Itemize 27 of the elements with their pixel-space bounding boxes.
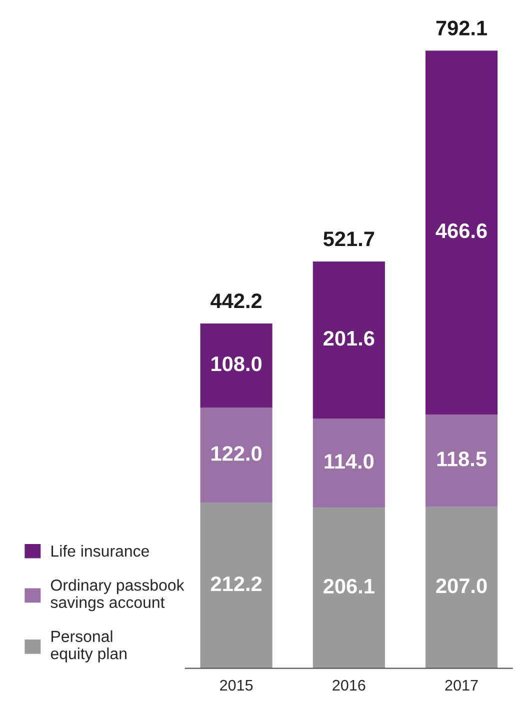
total-label: 792.1 bbox=[436, 20, 488, 36]
x-tick-label: 2017 bbox=[445, 680, 478, 691]
legend-label: Personal equity plan bbox=[50, 630, 126, 662]
bar bbox=[312, 261, 385, 419]
bar bbox=[200, 408, 272, 503]
bar bbox=[312, 418, 385, 508]
data-label: 108.0 bbox=[212, 356, 262, 372]
x-tick-label: 2015 bbox=[220, 680, 253, 691]
legend-label: Life insurance bbox=[52, 545, 149, 557]
data-label: 114.0 bbox=[324, 454, 374, 469]
data-label: 207.0 bbox=[436, 578, 487, 594]
bar bbox=[425, 414, 498, 507]
bar bbox=[312, 508, 385, 668]
total-label: 442.2 bbox=[210, 294, 262, 308]
data-label: 118.5 bbox=[437, 452, 486, 466]
data-label: 201.6 bbox=[324, 330, 374, 346]
bar bbox=[425, 506, 498, 668]
bar bbox=[200, 323, 272, 408]
legend-label: Ordinary passbook savings account bbox=[50, 579, 184, 612]
bar bbox=[200, 502, 272, 668]
data-label: 206.1 bbox=[324, 578, 374, 594]
data-label: 122.0 bbox=[212, 446, 262, 461]
bar bbox=[425, 50, 498, 414]
data-label: 212.2 bbox=[210, 576, 262, 591]
data-label: 466.6 bbox=[436, 223, 487, 238]
total-label: 521.7 bbox=[323, 232, 374, 246]
x-tick-label: 2016 bbox=[332, 680, 366, 691]
